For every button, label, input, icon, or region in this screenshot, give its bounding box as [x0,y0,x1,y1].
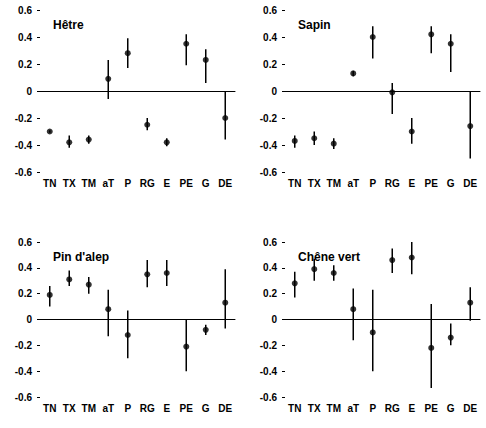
svg-text:-0.4: -0.4 [260,366,278,377]
svg-text:0: 0 [26,86,32,97]
svg-text:TX: TX [308,403,321,414]
svg-text:E: E [163,403,170,414]
svg-text:-0.2: -0.2 [15,113,33,124]
svg-text:0.2: 0.2 [18,288,32,299]
svg-text:E: E [408,178,415,189]
svg-text:aT: aT [347,403,359,414]
svg-text:PE: PE [425,403,439,414]
svg-text:P: P [369,178,376,189]
svg-text:0.4: 0.4 [263,32,277,43]
svg-text:Pin d'alep: Pin d'alep [53,250,109,264]
svg-text:TM: TM [82,403,96,414]
svg-text:G: G [202,178,210,189]
svg-text:TX: TX [63,403,76,414]
svg-text:0.2: 0.2 [18,59,32,70]
svg-text:-0.2: -0.2 [260,340,278,351]
svg-text:0.4: 0.4 [263,262,277,273]
svg-text:TX: TX [63,178,76,189]
svg-text:TN: TN [288,178,301,189]
svg-text:0.4: 0.4 [18,262,32,273]
svg-text:0: 0 [26,314,32,325]
svg-text:PE: PE [425,178,439,189]
svg-text:G: G [447,403,455,414]
svg-text:0.6: 0.6 [263,237,277,248]
svg-text:Chêne vert: Chêne vert [298,250,360,264]
svg-text:0: 0 [271,314,277,325]
svg-text:G: G [447,178,455,189]
svg-text:-0.6: -0.6 [260,167,278,178]
svg-text:TN: TN [43,403,56,414]
svg-text:-0.4: -0.4 [260,140,278,151]
svg-text:E: E [163,178,170,189]
svg-text:0.6: 0.6 [18,237,32,248]
svg-text:0.6: 0.6 [263,5,277,16]
svg-text:DE: DE [463,403,477,414]
svg-text:DE: DE [218,403,232,414]
svg-text:0.2: 0.2 [263,59,277,70]
svg-text:TN: TN [288,403,301,414]
svg-text:P: P [369,403,376,414]
svg-text:Hêtre: Hêtre [53,18,84,32]
svg-text:P: P [124,178,131,189]
svg-text:-0.6: -0.6 [15,167,33,178]
svg-text:aT: aT [102,178,114,189]
svg-text:RG: RG [140,178,155,189]
svg-text:0: 0 [271,86,277,97]
svg-text:PE: PE [180,403,194,414]
svg-text:0.6: 0.6 [18,5,32,16]
svg-text:TM: TM [327,403,341,414]
svg-text:DE: DE [463,178,477,189]
svg-text:RG: RG [385,403,400,414]
svg-text:P: P [124,403,131,414]
svg-text:TM: TM [82,178,96,189]
svg-text:TN: TN [43,178,56,189]
svg-text:G: G [202,403,210,414]
svg-text:E: E [408,403,415,414]
svg-text:Sapin: Sapin [298,18,331,32]
svg-text:-0.6: -0.6 [15,392,33,403]
svg-text:-0.2: -0.2 [15,340,33,351]
svg-text:-0.4: -0.4 [15,366,33,377]
svg-text:-0.4: -0.4 [15,140,33,151]
svg-text:TM: TM [327,178,341,189]
svg-text:-0.6: -0.6 [260,392,278,403]
svg-text:RG: RG [140,403,155,414]
svg-text:-0.2: -0.2 [260,113,278,124]
svg-text:PE: PE [180,178,194,189]
svg-text:0.2: 0.2 [263,288,277,299]
svg-text:aT: aT [347,178,359,189]
svg-text:aT: aT [102,403,114,414]
svg-text:TX: TX [308,178,321,189]
svg-text:RG: RG [385,178,400,189]
svg-text:0.4: 0.4 [18,32,32,43]
svg-text:DE: DE [218,178,232,189]
